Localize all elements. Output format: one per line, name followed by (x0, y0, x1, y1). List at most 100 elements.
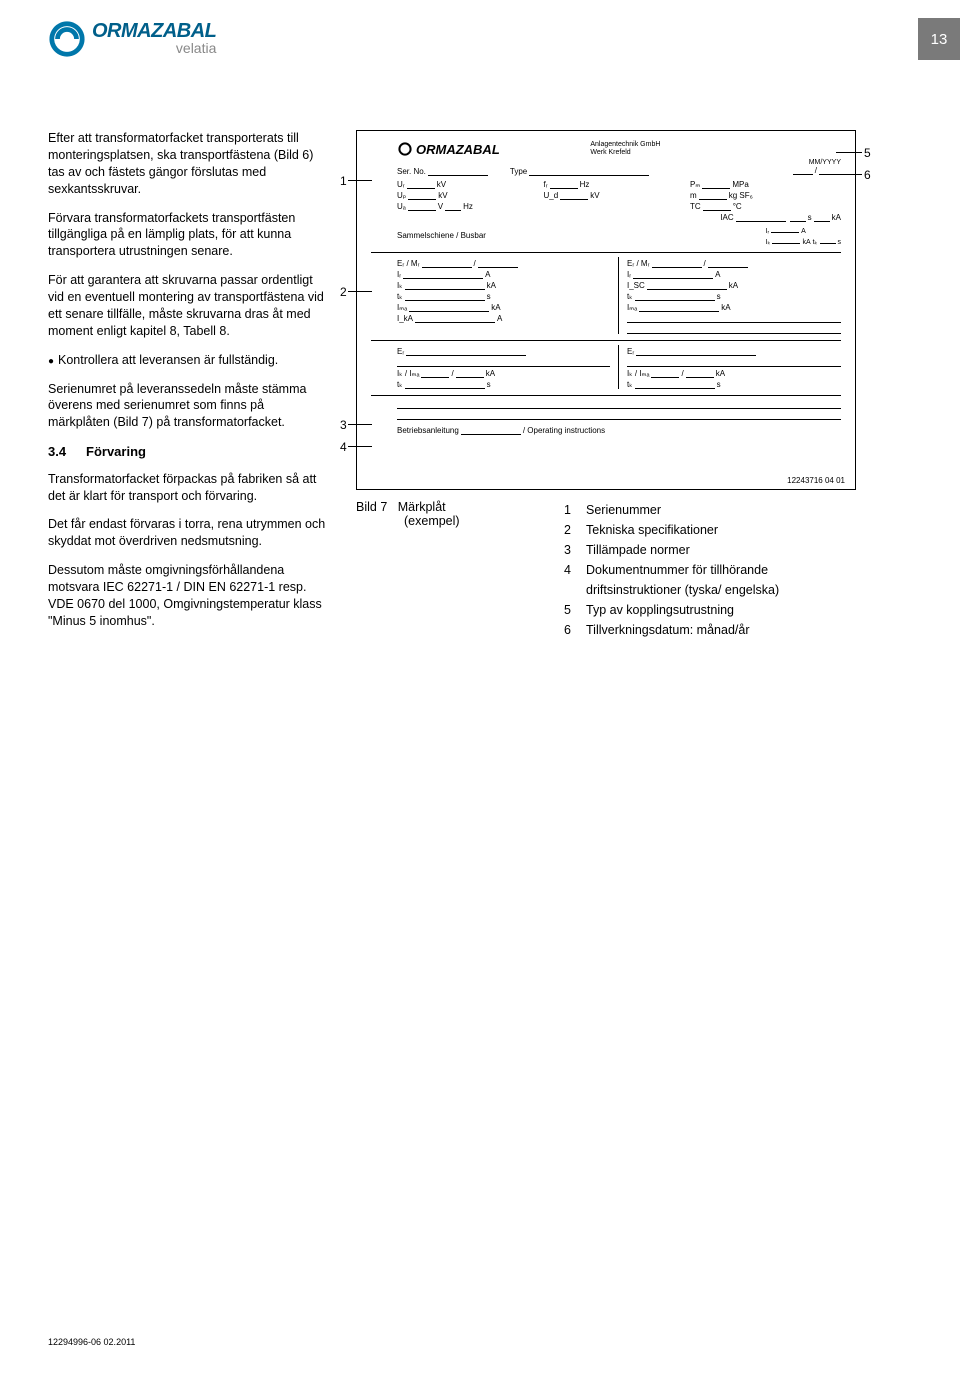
tk-s: s (487, 292, 491, 301)
legend-num-2: 2 (564, 520, 586, 540)
ima-ka: kA (491, 303, 500, 312)
bb-a: A (801, 228, 806, 235)
legend-3: Tillämpade normer (586, 540, 690, 560)
legend-num-3: 3 (564, 540, 586, 560)
plate-up: Uₚ (397, 191, 406, 200)
section-title: Förvaring (86, 443, 146, 461)
bullet-1-text: Kontrollera att leveransen är fullständi… (58, 352, 278, 369)
erm-l: Eᵣ / Mᵣ (397, 259, 420, 268)
ir-r: Iᵣ (627, 270, 631, 279)
tk2-s-l: s (487, 380, 491, 389)
ir-l: Iᵣ (397, 270, 401, 279)
plate-tc: TC (690, 202, 701, 211)
legend-num-5: 5 (564, 600, 586, 620)
tk-r: tₖ (627, 292, 633, 301)
legend: 1Serienummer 2Tekniska specifikationer 3… (564, 500, 826, 640)
bb-ik: Iₖ (766, 239, 771, 246)
plate-type-label: Type (510, 167, 527, 176)
legend-4: Dokumentnummer för tillhörande driftsins… (586, 560, 826, 600)
callout-2: 2 (340, 285, 347, 299)
plate-doc-number: 12243716 04 01 (787, 476, 845, 485)
legend-5: Typ av kopplingsutrustning (586, 600, 734, 620)
para-2: Förvara transformatorfackets transportfä… (48, 210, 328, 261)
footer-doc-number: 12294996-06 02.2011 (48, 1337, 135, 1347)
ika-a: A (497, 314, 502, 323)
bb-ka: kA (802, 239, 810, 246)
plate-pm: Pₘ (690, 180, 700, 189)
para-6: Det får endast förvaras i torra, rena ut… (48, 516, 328, 550)
plate-brand-text: ORMAZABAL (416, 142, 500, 157)
legend-1: Serienummer (586, 500, 661, 520)
callout-5: 5 (864, 146, 871, 160)
plate-busbar: Sammelschiene / Busbar (397, 231, 486, 240)
plate-fr: fᵣ (544, 180, 548, 189)
u-hz2: Hz (580, 180, 590, 189)
tk2-l: tₖ (397, 380, 403, 389)
plate-betrieb: Betriebsanleitung (397, 426, 459, 435)
ikima-l: Iₖ / Iₘₐ (397, 369, 419, 378)
caption-sub: (exempel) (404, 514, 460, 528)
erm-r: Eᵣ / Mᵣ (627, 259, 650, 268)
plate-ur: Uᵣ (397, 180, 405, 189)
ikima-ka-r: kA (716, 369, 725, 378)
tk-s-r: s (717, 292, 721, 301)
ik-l: Iₖ (397, 281, 403, 290)
tk2-s-r: s (717, 380, 721, 389)
legend-6: Tillverkningsdatum: månad/år (586, 620, 750, 640)
ima-l: Iₘₐ (397, 303, 407, 312)
ima-r: Iₘₐ (627, 303, 637, 312)
u-hz: Hz (463, 202, 473, 211)
para-1: Efter att transformatorfacket transporte… (48, 130, 328, 198)
para-3: För att garantera att skruvarna passar o… (48, 272, 328, 340)
ima-ka-r: kA (721, 303, 730, 312)
legend-num-1: 1 (564, 500, 586, 520)
callout-6: 6 (864, 168, 871, 182)
u-kv1: kV (437, 180, 446, 189)
tk2-r: tₖ (627, 380, 633, 389)
u-mpa: MPa (732, 180, 748, 189)
plate-company-1: Anlagentechnik GmbH (590, 141, 660, 149)
u-kv3: kV (590, 191, 599, 200)
section-number: 3.4 (48, 443, 86, 461)
page-number-tab: 13 (918, 18, 960, 60)
callout-3: 3 (340, 418, 347, 432)
right-area: 1 2 3 4 5 6 ORMAZABAL Anlagentechnik Gmb… (356, 130, 876, 642)
bb-ir: Iᵣ (766, 228, 770, 235)
plate-brand: ORMAZABAL (397, 141, 500, 157)
u-v: V (438, 202, 443, 211)
plate-company-2: Werk Krefeld (590, 149, 660, 157)
callout-1: 1 (340, 174, 347, 188)
bb-tk: tₖ (813, 239, 818, 246)
legend-2: Tekniska specifikationer (586, 520, 718, 540)
plate-ua: Uₐ (397, 202, 406, 211)
left-column: Efter att transformatorfacket transporte… (48, 130, 328, 642)
section-heading: 3.4 Förvaring (48, 443, 328, 461)
caption-bild: Bild 7 (356, 500, 387, 514)
plate-ud: U_d (544, 191, 559, 200)
ir-a-r: A (715, 270, 720, 279)
u-kgsf6: kg SF₆ (729, 191, 753, 200)
legend-num-4: 4 (564, 560, 586, 600)
ikima-r: Iₖ / Iₘₐ (627, 369, 649, 378)
plate-iac: IAC (720, 213, 733, 222)
caption-title: Märkplåt (398, 500, 446, 514)
ir-a: A (485, 270, 490, 279)
bb-s: s (838, 239, 842, 246)
para-4: Serienumret på leveranssedeln måste stäm… (48, 381, 328, 432)
isc-ka: kA (729, 281, 738, 290)
para-7: Dessutom måste omgivningsförhållandena m… (48, 562, 328, 630)
legend-num-6: 6 (564, 620, 586, 640)
ika-l: I_kA (397, 314, 413, 323)
er-r: Eᵣ (627, 347, 634, 356)
isc-r: I_SC (627, 281, 645, 290)
u-ka1: kA (832, 213, 841, 222)
bullet-icon (48, 352, 58, 369)
ikima-ka-l: kA (486, 369, 495, 378)
er-l: Eᵣ (397, 347, 404, 356)
brand-logo: ORMAZABAL velatia (48, 20, 216, 58)
plate-ser-label: Ser. No. (397, 167, 426, 176)
plate-company: Anlagentechnik GmbH Werk Krefeld (590, 141, 660, 156)
ik-ka: kA (487, 281, 496, 290)
bullet-1: Kontrollera att leveransen är fullständi… (48, 352, 328, 369)
u-kv2: kV (438, 191, 447, 200)
